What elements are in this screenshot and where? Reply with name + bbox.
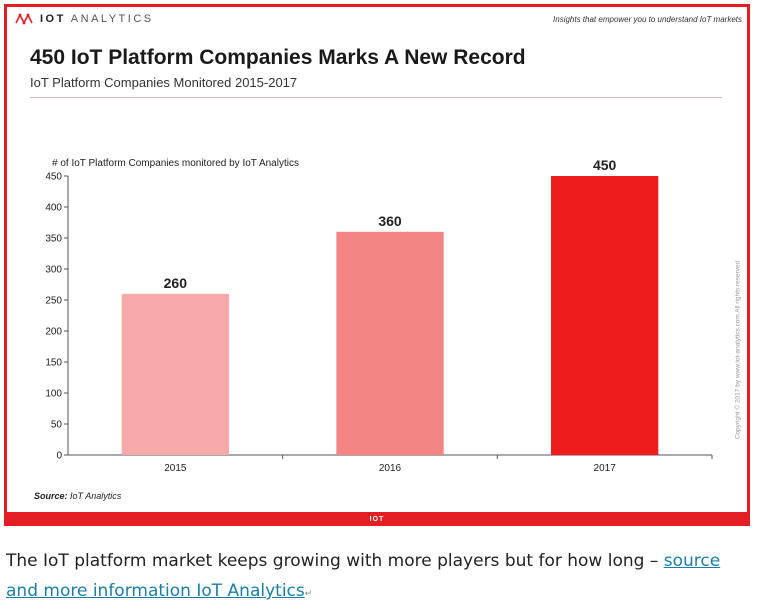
y-tick-label: 100 [45, 389, 62, 400]
bar-2017 [551, 176, 659, 455]
chart-subtitle: IoT Platform Companies Monitored 2015-20… [30, 75, 298, 90]
data-label-2016: 360 [378, 213, 402, 229]
y-tick-label: 250 [45, 296, 62, 307]
y-tick-label: 350 [45, 234, 62, 245]
y-tick-label: 450 [45, 172, 62, 183]
chart-title: 450 IoT Platform Companies Marks A New R… [30, 46, 526, 69]
data-label-2017: 450 [593, 157, 617, 173]
y-tick-label: 300 [45, 265, 62, 276]
frame-footer-bar: IOT [4, 512, 750, 526]
y-axis-label: # of IoT Platform Companies monitored by… [52, 158, 299, 169]
source-note: Source: IoT Analytics [34, 491, 122, 501]
x-tick-label-2017: 2017 [594, 463, 617, 474]
brand-name: IOT ANALYTICS [40, 13, 154, 25]
copyright-note: Copyright © 2017 by www.iot-analytics.co… [734, 260, 742, 440]
y-tick-label: 150 [45, 358, 62, 369]
y-tick-label: 0 [56, 451, 62, 462]
y-axis: 0 50 100 150 200 250 300 350 400 450 [45, 172, 69, 462]
caption: The IoT platform market keeps growing wi… [6, 546, 756, 609]
tagline: Insights that empower you to understand … [553, 15, 742, 24]
bar-2016 [336, 231, 444, 455]
x-axis: 2015 2016 2017 [68, 454, 713, 474]
title-divider [30, 97, 722, 98]
caption-text: The IoT platform market keeps growing wi… [6, 551, 664, 571]
brand-mark-icon [15, 13, 33, 25]
y-tick-label: 50 [51, 420, 63, 431]
brand-logo: IOT ANALYTICS [14, 12, 154, 26]
bars: 260 360 450 [121, 157, 659, 455]
return-mark: ↵ [304, 589, 313, 599]
source-link[interactable]: source and more information IoT Analytic… [6, 551, 721, 601]
y-tick-label: 400 [45, 203, 62, 214]
y-tick-label: 200 [45, 327, 62, 338]
x-tick-label-2015: 2015 [164, 463, 187, 474]
x-tick-label-2016: 2016 [379, 463, 402, 474]
footer-logo: IOT [369, 515, 385, 523]
data-label-2015: 260 [164, 275, 188, 291]
bar-2015 [121, 293, 229, 455]
